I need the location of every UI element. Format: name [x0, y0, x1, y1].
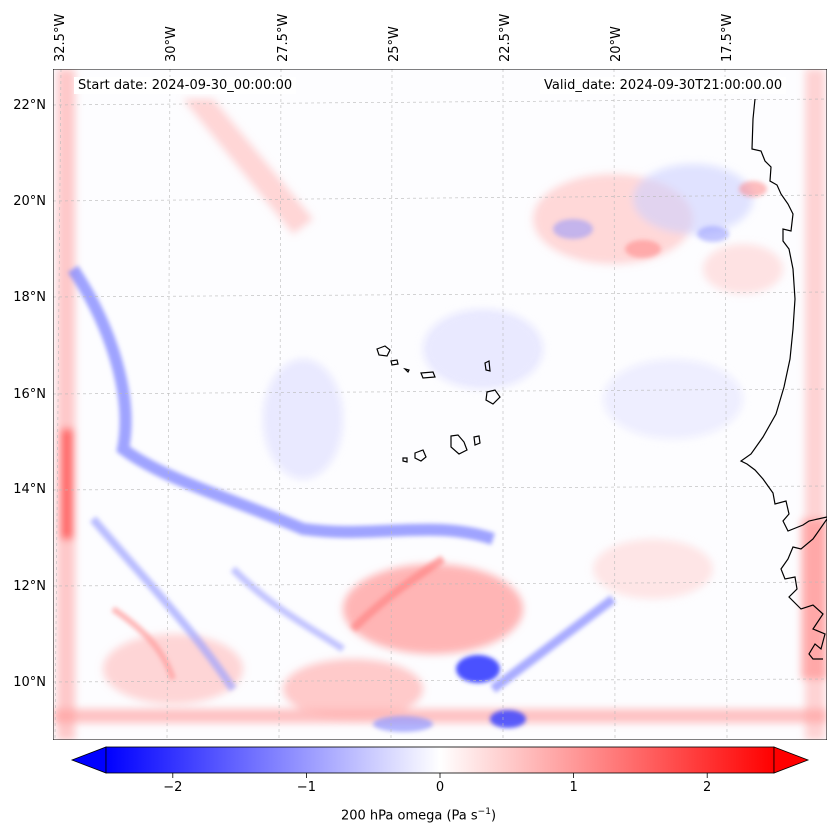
african-coastline [739, 98, 827, 660]
lat-label-16n: 16°N [13, 387, 46, 402]
lon-label-17-5w: 17.5°W [720, 13, 735, 62]
lat-label-22n: 22°N [13, 98, 46, 113]
lat-label-20n: 20°N [13, 194, 46, 209]
colorbar-tick-label: −2 [163, 780, 183, 795]
omega-field-fine [68, 181, 767, 732]
colorbar-tick-label: 1 [569, 780, 578, 795]
colorbar-tick-label: −1 [296, 780, 316, 795]
lon-label-22-5w: 22.5°W [498, 13, 513, 62]
colorbar-tick-label: 2 [703, 780, 712, 795]
colorbar-tick-label: 0 [435, 780, 445, 795]
colorbar-label-text: 200 hPa omega (Pa s [340, 808, 478, 824]
colorbar-min-extend [70, 746, 107, 774]
colorbar [70, 746, 810, 778]
lon-label-30w: 30°W [164, 26, 179, 62]
graticule [53, 69, 827, 740]
lon-label-27-5w: 27.5°W [276, 13, 291, 62]
colorbar-gradient [105, 746, 775, 774]
cape-verde-islands [376, 345, 501, 463]
valid-date-label: Valid_date: 2024-09-30T21:00:00.00 [540, 77, 787, 94]
colorbar-max-extend [773, 746, 810, 774]
lon-label-25w: 25°W [387, 26, 402, 62]
colorbar-label: 200 hPa omega (Pa s−1) [0, 807, 837, 823]
lon-label-32-5w: 32.5°W [53, 13, 68, 62]
lat-label-18n: 18°N [13, 290, 46, 305]
start-date-label: Start date: 2024-09-30_00:00:00 [74, 77, 297, 94]
lat-label-12n: 12°N [13, 579, 46, 594]
colorbar-label-unit-exponent: −1 [477, 807, 491, 817]
colorbar-label-close: ) [490, 808, 497, 824]
lon-label-20w: 20°W [609, 26, 624, 62]
lat-label-14n: 14°N [13, 482, 46, 497]
map-panel [53, 69, 827, 740]
lat-label-10n: 10°N [13, 675, 46, 690]
